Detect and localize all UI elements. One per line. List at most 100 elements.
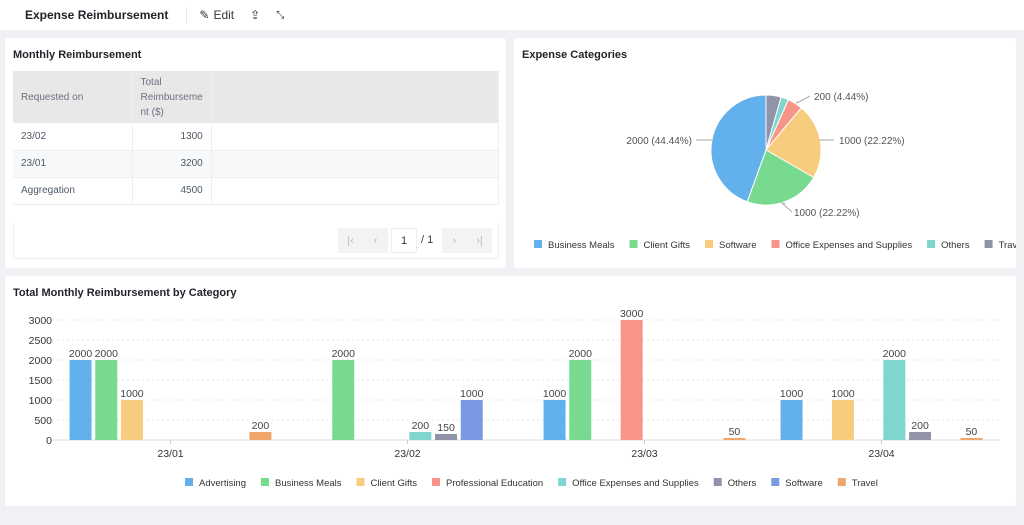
- bar: [569, 360, 592, 440]
- legend-item: Software: [719, 240, 757, 251]
- legend-item: Business Meals: [548, 240, 615, 251]
- slice-label: 1000 (22.22%): [794, 208, 860, 219]
- legend-marker: [771, 478, 780, 486]
- data-label: 1000: [831, 388, 855, 400]
- legend-item: Client Gifts: [371, 478, 418, 489]
- legend-item: Software: [785, 478, 823, 489]
- cell: 3200: [132, 150, 212, 178]
- next-page-button[interactable]: ›: [442, 228, 467, 253]
- data-label: 200: [412, 420, 430, 432]
- bar: [249, 432, 272, 440]
- legend-marker: [837, 478, 846, 486]
- card-title: Monthly Reimbursement: [13, 49, 142, 61]
- label-line: [795, 95, 811, 104]
- legend-item: Others: [728, 478, 757, 489]
- page-input[interactable]: 1: [391, 228, 417, 253]
- legend-item: Office Expenses and Supplies: [572, 478, 699, 489]
- x-tick-label: 23/02: [394, 448, 420, 460]
- data-label: 1000: [780, 388, 804, 400]
- bar: [332, 360, 355, 440]
- cell: 23/01: [13, 150, 133, 178]
- first-page-button[interactable]: |‹: [338, 228, 363, 253]
- legend-marker: [771, 240, 780, 248]
- cell: 23/02: [13, 123, 133, 151]
- slice-label: 2000 (44.44%): [626, 136, 692, 147]
- legend-marker: [558, 478, 567, 486]
- data-label: 1000: [543, 388, 567, 400]
- legend-marker: [534, 240, 542, 248]
- table-row: 23/02 1300: [13, 123, 500, 151]
- data-label: 1000: [460, 388, 484, 400]
- legend-marker: [629, 240, 638, 248]
- share-button[interactable]: ⇪: [250, 8, 260, 22]
- legend-item: Business Meals: [275, 478, 342, 489]
- label-line: [780, 202, 793, 213]
- legend-item: Client Gifts: [644, 240, 691, 251]
- legend-item: Advertising: [199, 478, 246, 489]
- data-label: 2000: [69, 348, 93, 360]
- card-title: Total Monthly Reimbursement by Category: [13, 287, 237, 299]
- slice-label: 200 (4.44%): [814, 92, 868, 103]
- legend-marker: [261, 478, 269, 486]
- reimbursement-table: Requested on Total Reimburseme nt ($) 23/…: [13, 71, 500, 205]
- bar: [543, 400, 566, 440]
- card-title: Expense Categories: [522, 49, 628, 61]
- upload-icon: ⇪: [250, 8, 261, 22]
- bar: [460, 400, 483, 440]
- data-label: 2000: [883, 348, 907, 360]
- legend-item: Professional Education: [446, 478, 543, 489]
- bar: [780, 400, 803, 440]
- edit-button[interactable]: ✎ Edit: [199, 8, 234, 22]
- column-header[interactable]: Requested on: [13, 71, 133, 123]
- bar: [95, 360, 118, 440]
- pie-chart: 200 (4.44%) 1000 (22.22%) 1000 (22.22%) 200…: [534, 92, 1016, 251]
- legend-marker: [927, 240, 936, 248]
- legend-marker: [705, 240, 713, 248]
- legend-marker: [185, 478, 193, 486]
- page-total: / 1: [421, 234, 434, 246]
- monthly-reimbursement-card: Monthly Reimbursement Requested on Total …: [5, 38, 506, 268]
- table-row: 23/01 3200: [13, 150, 500, 178]
- collapse-icon: ⤡: [276, 9, 285, 21]
- data-label: 150: [437, 422, 455, 434]
- slice-label: 1000 (22.22%): [839, 136, 905, 147]
- bar: [883, 360, 906, 440]
- bar: [909, 432, 932, 440]
- expense-categories-card: Expense Categories 200 (4.44%) 1000 (22.2…: [514, 38, 1016, 268]
- bar: [69, 360, 92, 440]
- legend-marker: [984, 240, 993, 248]
- category-bar-card: Total Monthly Reimbursement by Category …: [5, 276, 1016, 506]
- y-tick-label: 2500: [29, 335, 53, 347]
- data-label: 2000: [569, 348, 593, 360]
- y-tick-label: 1500: [29, 375, 53, 387]
- column-header[interactable]: Total Reimburseme nt ($): [132, 71, 212, 123]
- top-toolbar: Expense Reimbursement ✎ Edit ⇪ ⤡: [0, 0, 1024, 30]
- bar: [620, 320, 643, 440]
- y-tick-label: 1000: [29, 395, 53, 407]
- data-label: 50: [966, 426, 978, 438]
- cell: Aggregation: [13, 177, 133, 205]
- bar: [409, 432, 432, 440]
- legend-item: Travel: [852, 478, 878, 489]
- bar: [120, 400, 143, 440]
- pie-slice: [746, 149, 815, 206]
- data-label: 200: [252, 420, 270, 432]
- bar: [435, 434, 458, 440]
- cell: 4500: [132, 177, 212, 205]
- dashboard-title: Expense Reimbursement: [25, 8, 169, 22]
- pencil-icon: ✎: [199, 8, 210, 22]
- data-label: 2000: [332, 348, 356, 360]
- data-label: 3000: [620, 308, 644, 320]
- y-tick-label: 0: [46, 435, 52, 447]
- cell: 1300: [132, 123, 212, 151]
- last-page-button[interactable]: ›|: [467, 228, 492, 253]
- collapse-button[interactable]: ⤡: [276, 10, 284, 21]
- prev-page-button[interactable]: ‹: [363, 228, 388, 253]
- y-tick-label: 500: [34, 415, 52, 427]
- bar: [960, 438, 983, 440]
- pagination: |‹ ‹ 1 / 1 › ›|: [13, 222, 499, 259]
- edit-label: Edit: [213, 8, 235, 22]
- legend-marker: [356, 478, 365, 486]
- bar: [723, 438, 746, 440]
